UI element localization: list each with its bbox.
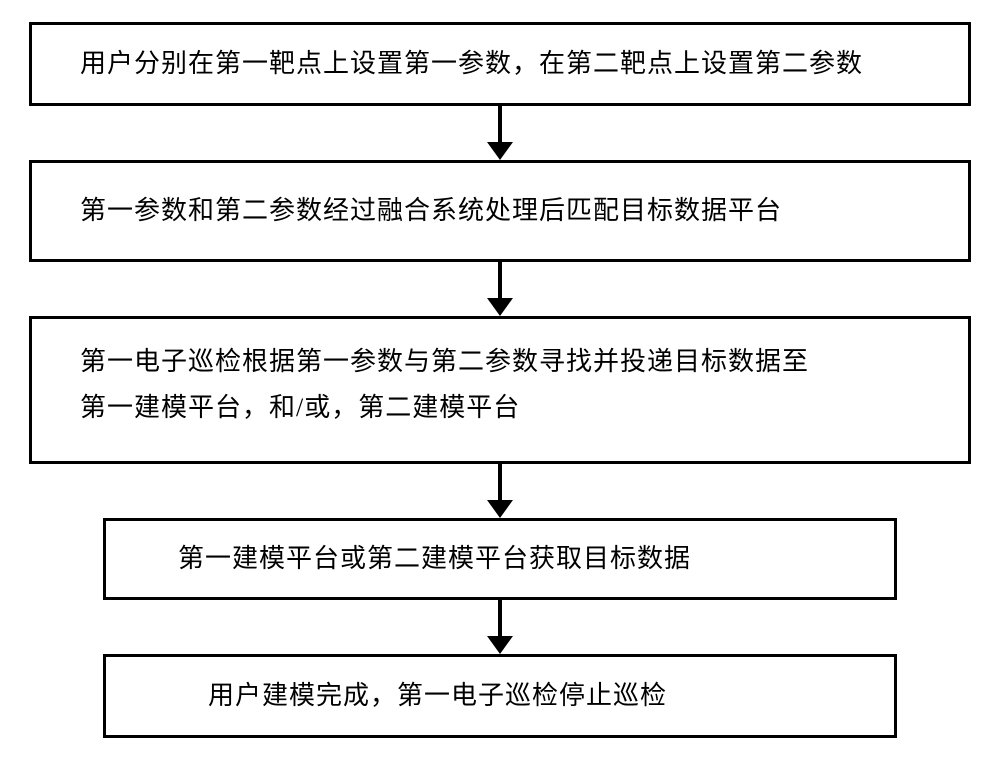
arrow-shaft bbox=[498, 600, 502, 636]
arrow-shaft bbox=[498, 464, 502, 500]
arrow-head bbox=[487, 142, 513, 160]
flow-step-4: 第一建模平台或第二建模平台获取目标数据 bbox=[103, 518, 897, 600]
flow-step-3-text: 第一电子巡检根据第一参数与第二参数寻找并投递目标数据至 第一建模平台，和/或，第… bbox=[80, 339, 809, 430]
flow-step-1-text: 用户分别在第一靶点上设置第一参数，在第二靶点上设置第二参数 bbox=[80, 41, 863, 87]
flow-step-5-text: 用户建模完成，第一电子巡检停止巡检 bbox=[208, 673, 667, 719]
flowchart-container: 用户分别在第一靶点上设置第一参数，在第二靶点上设置第二参数 第一参数和第二参数经… bbox=[0, 0, 1000, 784]
arrow-head bbox=[487, 298, 513, 316]
arrow-3 bbox=[485, 464, 515, 518]
arrow-1 bbox=[485, 106, 515, 160]
arrow-2 bbox=[485, 262, 515, 316]
flow-step-3: 第一电子巡检根据第一参数与第二参数寻找并投递目标数据至 第一建模平台，和/或，第… bbox=[29, 316, 971, 464]
arrow-head bbox=[487, 636, 513, 654]
arrow-4 bbox=[485, 600, 515, 654]
flow-step-2-text: 第一参数和第二参数经过融合系统处理后匹配目标数据平台 bbox=[80, 188, 782, 234]
arrow-head bbox=[487, 500, 513, 518]
flow-step-2: 第一参数和第二参数经过融合系统处理后匹配目标数据平台 bbox=[29, 160, 971, 262]
arrow-shaft bbox=[498, 106, 502, 142]
flow-step-4-text: 第一建模平台或第二建模平台获取目标数据 bbox=[178, 536, 691, 582]
flow-step-1: 用户分别在第一靶点上设置第一参数，在第二靶点上设置第二参数 bbox=[29, 22, 971, 106]
flow-step-5: 用户建模完成，第一电子巡检停止巡检 bbox=[103, 654, 897, 738]
arrow-shaft bbox=[498, 262, 502, 298]
